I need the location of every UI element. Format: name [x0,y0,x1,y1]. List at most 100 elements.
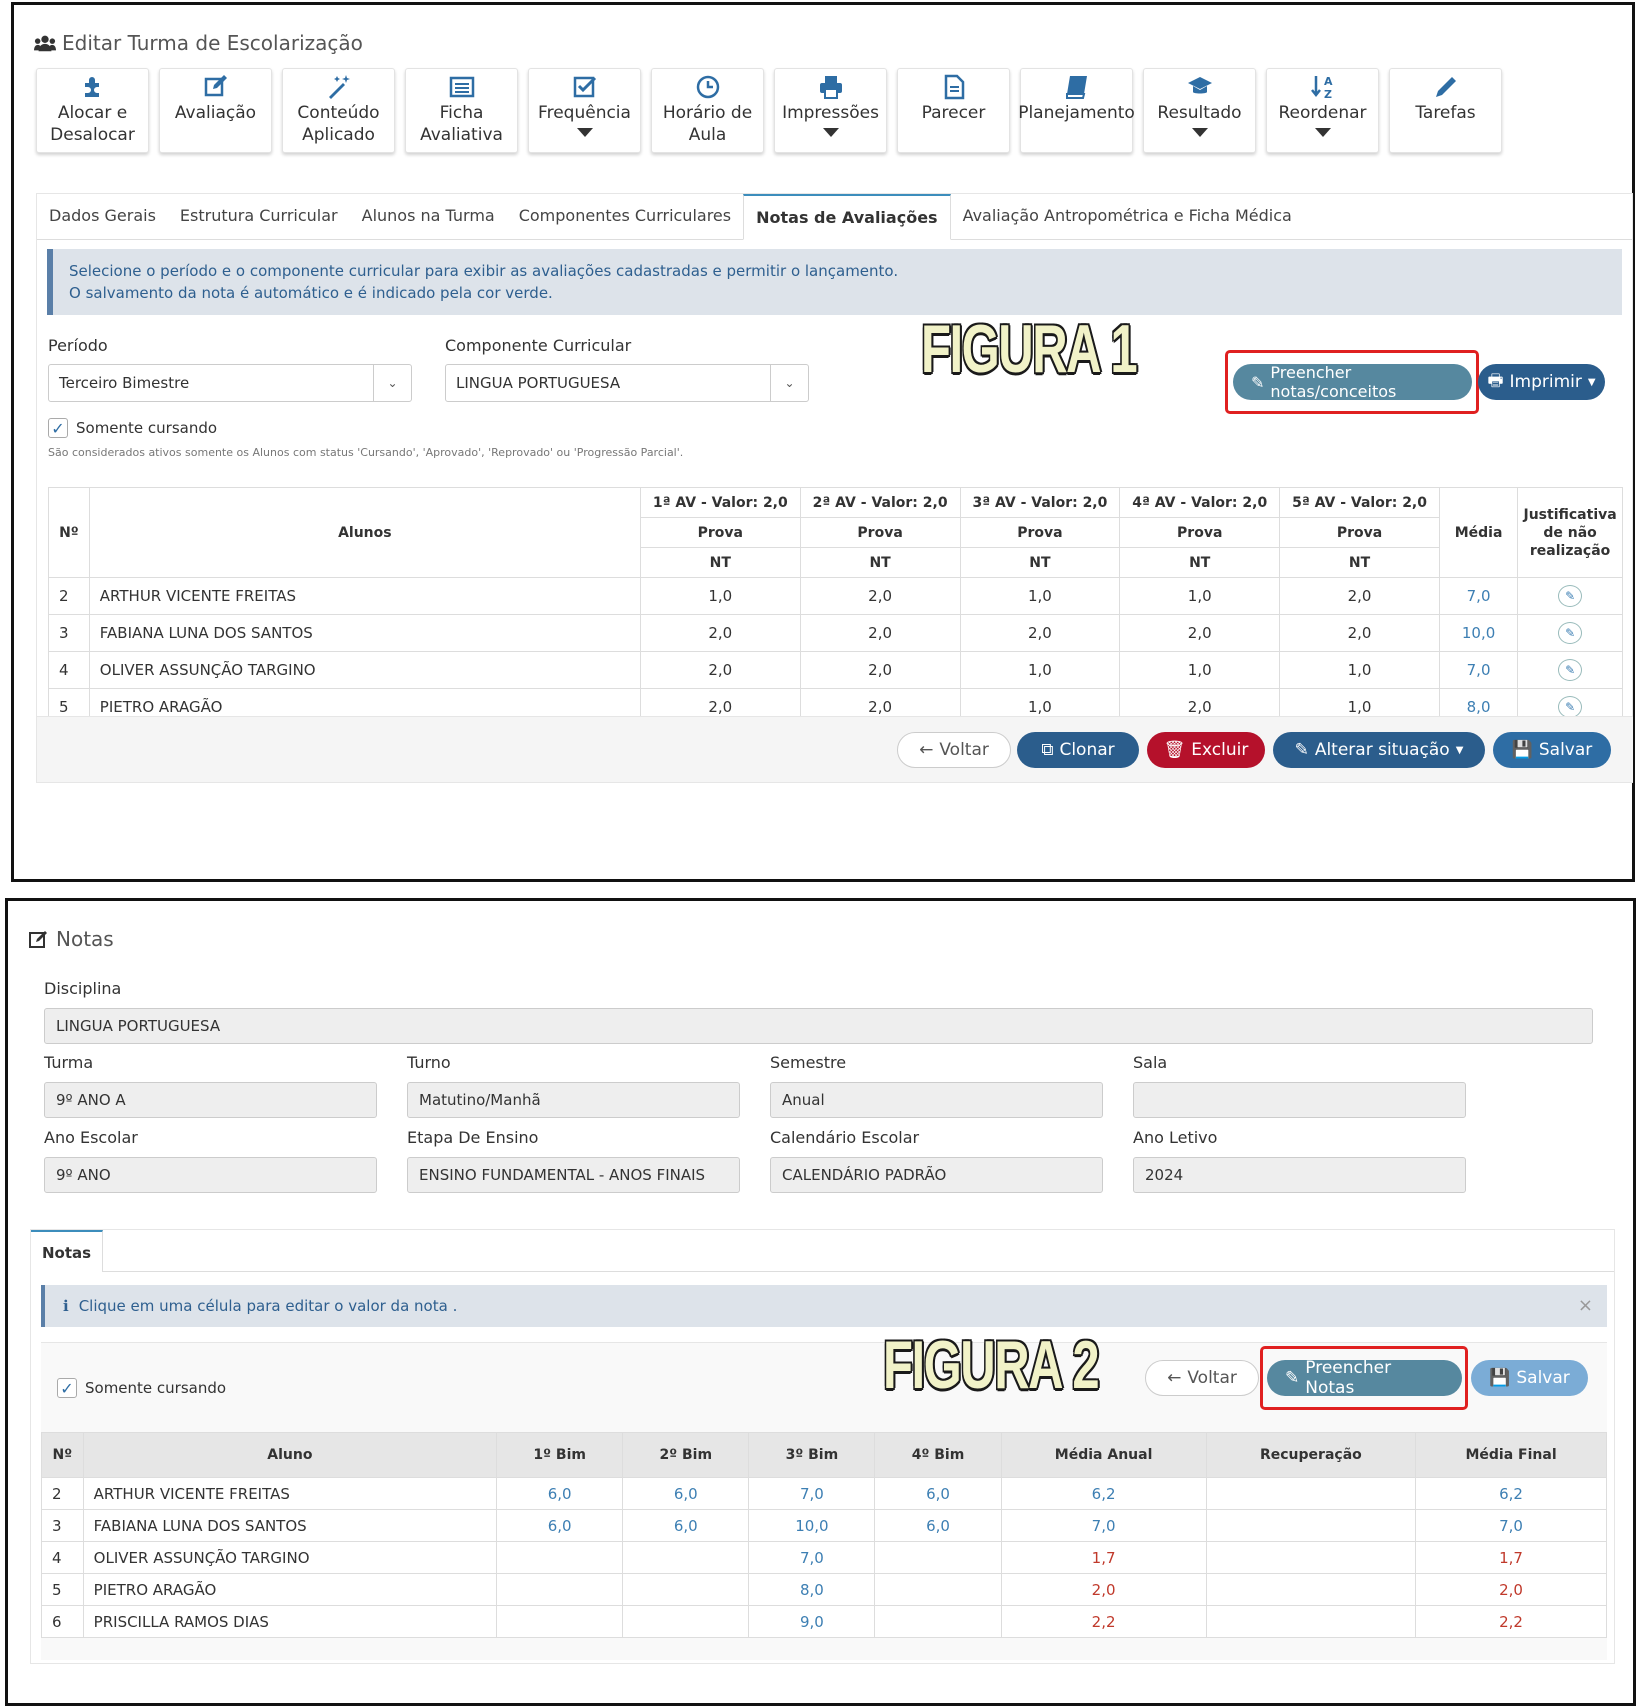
periodo-select[interactable]: Terceiro Bimestre ⌄ [48,364,412,402]
toolbar-button-tarefas[interactable]: Tarefas [1389,68,1502,153]
toolbar-button-impressões[interactable]: Impressões [774,68,887,153]
salvar-button[interactable]: 💾 Salvar [1471,1360,1588,1396]
document-icon [944,74,964,100]
tab-notas[interactable]: Notas [31,1230,104,1272]
toolbar-button-ficha-avaliativa[interactable]: Ficha Avaliativa [405,68,518,153]
voltar-button[interactable]: ← Voltar [897,732,1011,768]
media-anual-cell: 2,0 [1000,1573,1207,1606]
col-header: 2º Bim [622,1432,750,1478]
grade-cell[interactable]: 1,0 [1119,651,1281,689]
grade-cell[interactable]: 2,0 [639,614,801,652]
grade-cell[interactable]: 2,0 [1279,614,1440,652]
bimestre-grade-cell[interactable]: 6,0 [496,1477,624,1510]
bimestre-grade-cell[interactable]: 6,0 [874,1477,1002,1510]
recuperacao-cell[interactable] [1205,1541,1417,1574]
tab-0[interactable]: Dados Gerais [49,206,156,225]
recuperacao-cell[interactable] [1205,1573,1417,1606]
bimestre-grade-cell[interactable]: 6,0 [874,1509,1002,1542]
edit-icon [29,931,47,948]
bimestre-grade-cell[interactable]: 6,0 [496,1509,624,1542]
preencher-notas-conceitos-button[interactable]: ✎ Preencher notas/conceitos [1233,363,1472,401]
edit-icon[interactable]: ✎ [1558,659,1583,681]
edit-icon: ✎ [1251,372,1265,392]
bimestre-grade-cell[interactable] [874,1541,1002,1574]
toolbar-button-avaliação[interactable]: Avaliação [159,68,272,153]
bimestre-grade-cell[interactable]: 7,0 [748,1477,876,1510]
bimestre-grade-cell[interactable] [496,1541,624,1574]
somente-cursando-toggle[interactable]: ✓ Somente cursando [48,418,217,438]
tab-5[interactable]: Avaliação Antropométrica e Ficha Médica [962,206,1292,225]
tab-2[interactable]: Alunos na Turma [361,206,495,225]
bimestre-grade-cell[interactable]: 6,0 [622,1477,750,1510]
col-header-av: 5ª AV - Valor: 2,0 [1279,487,1440,518]
grade-cell[interactable]: 2,0 [1119,614,1281,652]
bimestre-grade-cell[interactable] [496,1573,624,1606]
salvar-button[interactable]: 💾 Salvar [1493,732,1611,768]
imprimir-button[interactable]: 🖶 Imprimir ▼ [1478,364,1605,400]
edit-icon[interactable]: ✎ [1558,696,1583,718]
grade-cell[interactable]: 1,0 [1119,577,1281,615]
grade-cell[interactable]: 2,0 [959,614,1121,652]
bimestre-grade-cell[interactable] [496,1605,624,1638]
grade-cell[interactable]: 2,0 [799,614,961,652]
recuperacao-cell[interactable] [1205,1509,1417,1542]
toolbar-label: Resultado [1157,103,1242,123]
checkbox-checked-icon[interactable]: ✓ [57,1378,77,1398]
voltar-button[interactable]: ← Voltar [1145,1360,1259,1396]
bimestre-grade-cell[interactable]: 8,0 [748,1573,876,1606]
checkbox-checked-icon[interactable]: ✓ [48,418,68,438]
edit-icon[interactable]: ✎ [1558,585,1583,607]
clonar-button[interactable]: ⧉ Clonar [1017,732,1139,768]
media-anual-cell: 1,7 [1000,1541,1207,1574]
readonly-field: Matutino/Manhã [407,1082,740,1118]
bimestre-grade-cell[interactable] [622,1541,750,1574]
bimestre-grade-cell[interactable] [622,1573,750,1606]
bimestre-grade-cell[interactable]: 10,0 [748,1509,876,1542]
student-name: PIETRO ARAGÃO [82,1573,498,1606]
edit-icon[interactable]: ✎ [1558,622,1583,644]
somente-cursando-toggle[interactable]: ✓ Somente cursando [57,1378,226,1398]
toolbar-button-horário-de-aula[interactable]: Horário de Aula [651,68,764,153]
preencher-notas-button[interactable]: ✎ Preencher Notas [1267,1358,1462,1398]
grade-cell[interactable]: 1,0 [959,651,1121,689]
toolbar-button-conteúdo-aplicado[interactable]: Conteúdo Aplicado [282,68,395,153]
bimestre-grade-cell[interactable] [622,1605,750,1638]
grade-cell[interactable]: 2,0 [799,577,961,615]
clonar-label: Clonar [1059,740,1115,760]
grade-cell[interactable]: 1,0 [959,577,1121,615]
bimestre-grade-cell[interactable] [874,1573,1002,1606]
toolbar-button-resultado[interactable]: Resultado [1143,68,1256,153]
bimestre-grade-cell[interactable] [874,1605,1002,1638]
recuperacao-cell[interactable] [1205,1605,1417,1638]
student-name: ARTHUR VICENTE FREITAS [88,577,641,615]
readonly-field: 2024 [1133,1157,1466,1193]
componente-select[interactable]: LINGUA PORTUGUESA ⌄ [445,364,809,402]
tab-3[interactable]: Componentes Curriculares [518,206,732,225]
field-value: Matutino/Manhã [419,1091,541,1109]
bimestre-grade-cell[interactable]: 9,0 [748,1605,876,1638]
grade-cell[interactable]: 1,0 [1279,651,1440,689]
media-final-cell: 6,2 [1415,1477,1607,1510]
toolbar-button-frequência[interactable]: Frequência [528,68,641,153]
toolbar-button-planejamento[interactable]: Planejamento [1018,68,1135,153]
bimestre-grade-cell[interactable]: 7,0 [748,1541,876,1574]
table-row: 4 OLIVER ASSUNÇÃO TARGINO 2,0 2,0 1,0 1,0 1,0 7… [48,651,1623,689]
media-cell: 7,0 [1438,577,1519,615]
excluir-button[interactable]: 🗑 Excluir [1147,732,1265,768]
bimestre-grade-cell[interactable]: 6,0 [622,1509,750,1542]
grade-cell[interactable]: 2,0 [1279,577,1440,615]
row-number: 2 [48,577,90,615]
tab-1[interactable]: Estrutura Curricular [179,206,338,225]
alterar-situacao-button[interactable]: ✎ Alterar situação ▼ [1273,732,1485,768]
student-name: FABIANA LUNA DOS SANTOS [82,1509,498,1542]
tab-4[interactable]: Notas de Avaliações [743,194,951,240]
grade-cell[interactable]: 2,0 [799,651,961,689]
toolbar-button-reordenar[interactable]: A Z Reordenar [1266,68,1379,153]
somente-cursando-label: Somente cursando [76,419,218,437]
toolbar-button-parecer[interactable]: Parecer [897,68,1010,153]
grade-cell[interactable]: 1,0 [639,577,801,615]
toolbar-button-alocar-e-desalocar[interactable]: Alocar e Desalocar [36,68,149,153]
grade-cell[interactable]: 2,0 [639,651,801,689]
close-icon[interactable]: × [1577,1295,1593,1316]
recuperacao-cell[interactable] [1205,1477,1417,1510]
